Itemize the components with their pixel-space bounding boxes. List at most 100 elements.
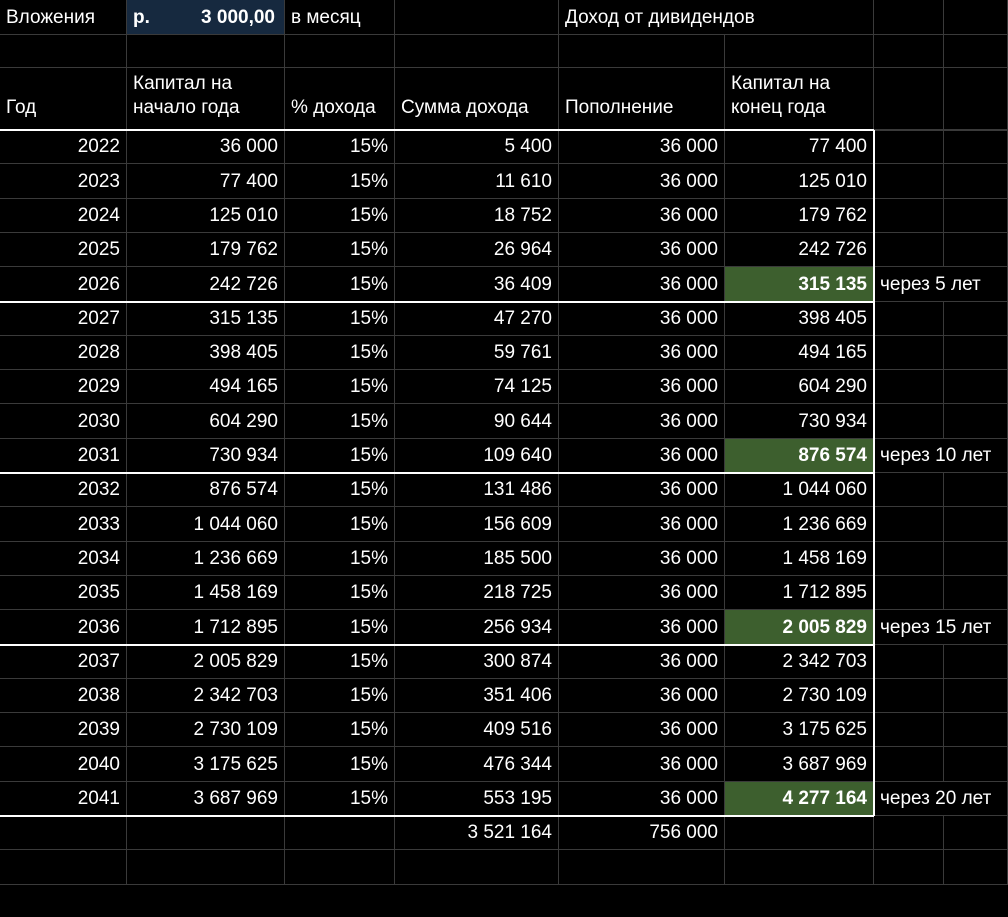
start-capital-cell[interactable]: 3 687 969 <box>127 782 285 816</box>
start-capital-cell[interactable]: 1 458 169 <box>127 576 285 610</box>
cell[interactable] <box>874 199 944 233</box>
income-cell[interactable]: 156 609 <box>395 507 559 542</box>
cell[interactable] <box>874 302 944 336</box>
start-capital-cell[interactable]: 242 726 <box>127 267 285 302</box>
cell[interactable] <box>944 370 1008 404</box>
cell[interactable] <box>944 130 1008 164</box>
contribution-cell[interactable]: 36 000 <box>559 645 725 679</box>
contribution-cell[interactable]: 36 000 <box>559 782 725 816</box>
year-cell[interactable]: 2037 <box>0 645 127 679</box>
cell[interactable] <box>944 404 1008 439</box>
contribution-cell[interactable]: 36 000 <box>559 576 725 610</box>
cell[interactable] <box>874 679 944 713</box>
contribution-cell[interactable]: 36 000 <box>559 199 725 233</box>
cell[interactable] <box>944 199 1008 233</box>
year-cell[interactable]: 2031 <box>0 439 127 473</box>
total-income-cell[interactable]: 3 521 164 <box>395 816 559 850</box>
year-cell[interactable]: 2032 <box>0 473 127 507</box>
milestone-label[interactable]: через 5 лет <box>874 267 1008 302</box>
cell[interactable] <box>874 645 944 679</box>
cell[interactable] <box>0 850 127 885</box>
cell[interactable] <box>944 850 1008 885</box>
contribution-cell[interactable]: 36 000 <box>559 610 725 645</box>
start-capital-cell[interactable]: 125 010 <box>127 199 285 233</box>
percent-cell[interactable]: 15% <box>285 404 395 439</box>
start-capital-cell[interactable]: 3 175 625 <box>127 747 285 782</box>
end-capital-cell[interactable]: 2 342 703 <box>725 645 874 679</box>
sheet-title[interactable]: Доход от дивидендов <box>559 0 874 35</box>
cell[interactable] <box>874 713 944 747</box>
col-header-start-capital[interactable]: Капитал на начало года <box>127 68 285 130</box>
start-capital-cell[interactable]: 2 005 829 <box>127 645 285 679</box>
contribution-cell[interactable]: 36 000 <box>559 473 725 507</box>
end-capital-cell[interactable]: 315 135 <box>725 267 874 302</box>
start-capital-cell[interactable]: 398 405 <box>127 336 285 370</box>
cell[interactable] <box>874 336 944 370</box>
percent-cell[interactable]: 15% <box>285 370 395 404</box>
col-header-income[interactable]: Сумма дохода <box>395 68 559 130</box>
income-cell[interactable]: 5 400 <box>395 130 559 164</box>
income-cell[interactable]: 59 761 <box>395 336 559 370</box>
cell[interactable] <box>874 35 944 68</box>
end-capital-cell[interactable]: 398 405 <box>725 302 874 336</box>
income-cell[interactable]: 47 270 <box>395 302 559 336</box>
start-capital-cell[interactable]: 77 400 <box>127 164 285 199</box>
end-capital-cell[interactable]: 77 400 <box>725 130 874 164</box>
header-period[interactable]: в месяц <box>285 0 395 35</box>
year-cell[interactable]: 2027 <box>0 302 127 336</box>
percent-cell[interactable]: 15% <box>285 542 395 576</box>
year-cell[interactable]: 2036 <box>0 610 127 645</box>
cell[interactable] <box>874 233 944 267</box>
income-cell[interactable]: 351 406 <box>395 679 559 713</box>
contribution-cell[interactable]: 36 000 <box>559 164 725 199</box>
cell[interactable] <box>944 336 1008 370</box>
income-cell[interactable]: 74 125 <box>395 370 559 404</box>
end-capital-cell[interactable]: 730 934 <box>725 404 874 439</box>
year-cell[interactable]: 2024 <box>0 199 127 233</box>
income-cell[interactable]: 26 964 <box>395 233 559 267</box>
cell[interactable] <box>559 850 725 885</box>
col-header-percent[interactable]: % дохода <box>285 68 395 130</box>
percent-cell[interactable]: 15% <box>285 782 395 816</box>
percent-cell[interactable]: 15% <box>285 164 395 199</box>
percent-cell[interactable]: 15% <box>285 439 395 473</box>
cell[interactable] <box>944 35 1008 68</box>
col-header-contribution[interactable]: Пополнение <box>559 68 725 130</box>
cell[interactable] <box>874 130 944 164</box>
total-contribution-cell[interactable]: 756 000 <box>559 816 725 850</box>
percent-cell[interactable]: 15% <box>285 302 395 336</box>
monthly-investment-amount[interactable]: 3 000,00 <box>201 7 275 28</box>
cell[interactable] <box>874 747 944 782</box>
cell[interactable] <box>0 816 127 850</box>
cell[interactable] <box>944 576 1008 610</box>
start-capital-cell[interactable]: 1 236 669 <box>127 542 285 576</box>
end-capital-cell[interactable]: 1 236 669 <box>725 507 874 542</box>
cell[interactable] <box>874 473 944 507</box>
cell[interactable] <box>874 850 944 885</box>
income-cell[interactable]: 409 516 <box>395 713 559 747</box>
income-cell[interactable]: 18 752 <box>395 199 559 233</box>
end-capital-cell[interactable]: 125 010 <box>725 164 874 199</box>
start-capital-cell[interactable]: 315 135 <box>127 302 285 336</box>
contribution-cell[interactable]: 36 000 <box>559 336 725 370</box>
milestone-label[interactable]: через 10 лет <box>874 439 1008 473</box>
cell[interactable] <box>944 645 1008 679</box>
income-cell[interactable]: 476 344 <box>395 747 559 782</box>
percent-cell[interactable]: 15% <box>285 233 395 267</box>
col-header-end-capital[interactable]: Капитал на конец года <box>725 68 874 130</box>
percent-cell[interactable]: 15% <box>285 747 395 782</box>
start-capital-cell[interactable]: 730 934 <box>127 439 285 473</box>
cell[interactable] <box>874 576 944 610</box>
end-capital-cell[interactable]: 4 277 164 <box>725 782 874 816</box>
contribution-cell[interactable]: 36 000 <box>559 439 725 473</box>
year-cell[interactable]: 2029 <box>0 370 127 404</box>
cell[interactable] <box>944 473 1008 507</box>
percent-cell[interactable]: 15% <box>285 199 395 233</box>
contribution-cell[interactable]: 36 000 <box>559 713 725 747</box>
income-cell[interactable]: 90 644 <box>395 404 559 439</box>
cell[interactable] <box>874 0 944 35</box>
year-cell[interactable]: 2023 <box>0 164 127 199</box>
end-capital-cell[interactable]: 1 458 169 <box>725 542 874 576</box>
income-cell[interactable]: 11 610 <box>395 164 559 199</box>
cell[interactable] <box>874 507 944 542</box>
